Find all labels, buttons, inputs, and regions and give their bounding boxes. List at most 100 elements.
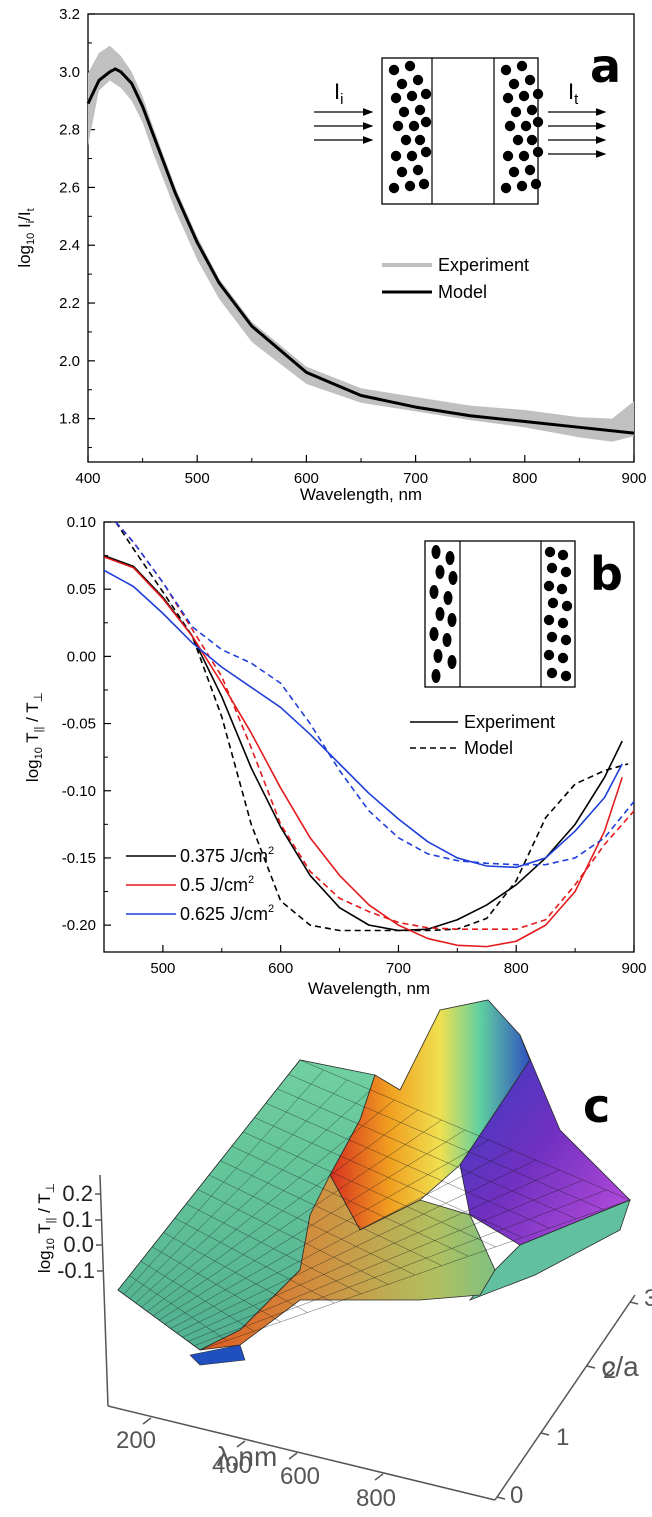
particle-dot	[408, 120, 420, 132]
particle-dot	[557, 549, 569, 561]
c-xtick	[374, 1473, 384, 1481]
particle-dot	[396, 78, 408, 90]
particle-ellipse	[435, 565, 445, 579]
series-line	[104, 569, 623, 869]
fluence-label-2: 0.5 J/cm2	[180, 874, 254, 895]
particle-ellipse	[442, 633, 452, 647]
panel-c-xlabel: λ,nm	[217, 1441, 278, 1472]
lambda-axis	[107, 1405, 496, 1501]
particle-dot	[420, 146, 432, 158]
particle-dot	[412, 164, 424, 176]
panel-a-ylabel: log10 Ii/It	[15, 208, 37, 267]
particle-dot	[560, 670, 572, 682]
particle-dot	[500, 182, 512, 194]
incident-label: Ii	[334, 79, 343, 108]
particle-ellipse	[431, 669, 441, 683]
a-ytick-label: 2.4	[59, 237, 80, 254]
c-ytick	[629, 1301, 639, 1305]
fluence-legend: 0.375 J/cm2 0.5 J/cm2 0.625 J/cm2	[126, 845, 274, 924]
particle-ellipse	[448, 571, 458, 585]
b-xtick-label: 800	[504, 960, 529, 977]
b-xtick-label: 700	[386, 960, 411, 977]
particle-dot	[508, 78, 520, 90]
particle-dot	[512, 134, 524, 146]
panel-c-axes	[99, 1174, 636, 1501]
particle-dot	[560, 566, 572, 578]
ca-axis	[494, 1294, 636, 1501]
mesh-line	[188, 1179, 583, 1342]
particle-dot	[544, 546, 556, 558]
panel-b-label: b	[590, 547, 623, 601]
particle-dot	[404, 60, 416, 72]
c-ytick	[586, 1365, 596, 1369]
a-ytick-label: 2.6	[59, 179, 80, 196]
particle-dot	[388, 64, 400, 76]
legend-label-model: Model	[438, 282, 487, 302]
panel-a-label: a	[590, 39, 621, 93]
panel-c-label: c	[583, 1079, 610, 1133]
particle-dot	[526, 134, 538, 146]
legend-label-experiment: Experiment	[438, 255, 529, 275]
panel-b-series	[104, 522, 634, 948]
a-xtick-label: 800	[512, 470, 537, 487]
panel-a-legend: Experiment Model	[382, 255, 529, 302]
particle-dot	[406, 90, 418, 102]
incident-arrows	[314, 108, 374, 144]
mesh-line	[194, 1189, 607, 1346]
particle-ellipse	[431, 545, 441, 559]
a-xtick-label: 500	[185, 470, 210, 487]
mesh-line	[123, 1069, 324, 1295]
fluence-label-1: 0.375 J/cm2	[180, 845, 274, 866]
mesh-line	[164, 1139, 489, 1325]
mesh-line	[170, 1149, 513, 1329]
particle-dot	[532, 146, 544, 158]
c-ytick-label: 2	[603, 1357, 616, 1384]
particle-dot	[546, 562, 558, 574]
particle-dot	[516, 60, 528, 72]
transmitted-arrows	[548, 108, 607, 158]
particle-ellipse	[429, 627, 439, 641]
particle-dot	[500, 64, 512, 76]
particle-dot	[404, 180, 416, 192]
surface-right-flat	[468, 1199, 631, 1301]
particle-dot	[556, 583, 568, 595]
a-xtick-label: 900	[621, 470, 646, 487]
particle-dot	[560, 634, 572, 646]
panel-b-xlabel: Wavelength, nm	[308, 979, 430, 998]
series-line	[115, 522, 634, 930]
c-ytick	[540, 1432, 550, 1436]
particle-ellipses	[429, 545, 573, 683]
mesh-line	[135, 1089, 371, 1304]
b-xtick-label: 600	[268, 960, 293, 977]
panel-b-legend: Experiment Model	[410, 712, 555, 758]
particle-dot	[532, 88, 544, 100]
a-xtick-label: 400	[75, 470, 100, 487]
surface-plot	[117, 999, 631, 1366]
particle-dot	[557, 652, 569, 664]
legend-label-model-b: Model	[464, 738, 513, 758]
mesh-line	[158, 1129, 466, 1321]
a-xtick-label: 600	[294, 470, 319, 487]
b-ytick-label: -0.05	[62, 716, 96, 733]
b-ytick-label: -0.10	[62, 783, 96, 800]
series-line	[115, 522, 634, 866]
b-xtick-label: 900	[621, 960, 646, 977]
z-axis	[99, 1174, 109, 1407]
a-ytick-label: 3.0	[59, 64, 80, 81]
particle-dot	[526, 104, 538, 116]
particle-dot	[520, 120, 532, 132]
particle-dot	[388, 182, 400, 194]
particle-ellipse	[443, 591, 453, 605]
c-ytick-label: 1	[556, 1424, 569, 1451]
b-ytick-label: -0.20	[62, 917, 96, 934]
mesh-line	[182, 1169, 560, 1338]
particle-dot	[547, 597, 559, 609]
c-xtick-label: 200	[116, 1427, 156, 1454]
legend-label-experiment-b: Experiment	[464, 712, 555, 732]
particle-dot	[414, 104, 426, 116]
particle-dot	[504, 120, 516, 132]
panel-a-xlabel: Wavelength, nm	[300, 485, 422, 504]
panel-c: c 200 400 600 800 0 1 2 3 0.20.10.0-0.1 log10 T|…	[35, 999, 652, 1512]
